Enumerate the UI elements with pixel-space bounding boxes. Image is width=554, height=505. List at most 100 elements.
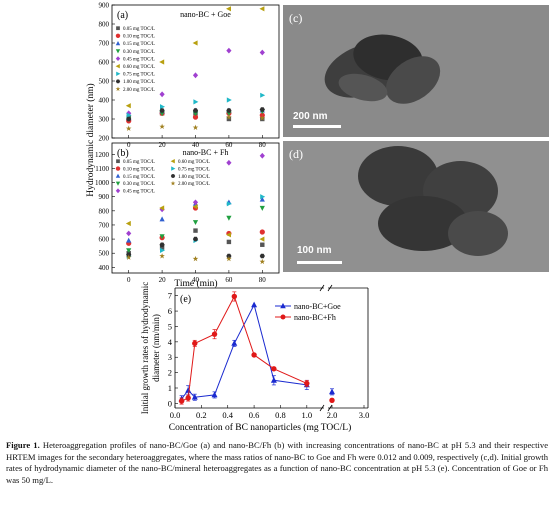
data-point-e bbox=[178, 398, 185, 404]
data-point-b bbox=[259, 253, 265, 259]
data-point-b bbox=[260, 242, 265, 247]
scale-label-d: 100 nm bbox=[297, 245, 332, 256]
data-point-e bbox=[231, 340, 238, 346]
data-point-b bbox=[159, 205, 165, 211]
data-point-e bbox=[231, 293, 238, 300]
x-tick-label-a: 40 bbox=[192, 141, 200, 149]
data-point-a bbox=[259, 107, 265, 112]
axis-break-mark-e bbox=[327, 404, 333, 412]
y-tick-label-a: 600 bbox=[99, 59, 110, 67]
data-point-b bbox=[192, 220, 199, 225]
legend-label-b: 1.00 mg TOC/L bbox=[178, 175, 210, 180]
y-tick-label-b: 700 bbox=[99, 221, 110, 229]
data-point-b bbox=[259, 152, 265, 159]
y-tick-label-b: 1100 bbox=[95, 165, 109, 173]
panel-letter-e: (e) bbox=[180, 294, 191, 305]
x-tick-label-e: 0.8 bbox=[275, 410, 286, 420]
data-point-e bbox=[251, 352, 257, 358]
data-point-a bbox=[226, 6, 231, 12]
data-point-b bbox=[192, 236, 199, 242]
legend-label-b: 0.15 mg TOC/L bbox=[123, 175, 155, 180]
legend-label-b: 0.10 mg TOC/L bbox=[123, 167, 155, 172]
panel-title-b: nano-BC + Fh bbox=[183, 148, 229, 157]
y-tick-label-e: 2 bbox=[168, 368, 172, 378]
legend-marker-a bbox=[116, 71, 121, 76]
legend-label-b: 0.30 mg TOC/L bbox=[123, 182, 155, 187]
data-point-b bbox=[126, 248, 132, 254]
data-point-a bbox=[192, 72, 199, 79]
data-point-b bbox=[125, 220, 131, 227]
data-point-b bbox=[160, 247, 165, 253]
data-point-b bbox=[159, 216, 165, 222]
x-tick-label-b: 80 bbox=[259, 276, 267, 284]
data-point-a bbox=[159, 108, 165, 113]
data-point-e bbox=[270, 377, 277, 383]
y-tick-label-a: 300 bbox=[99, 116, 110, 124]
legend-marker-b bbox=[115, 181, 121, 186]
data-point-e bbox=[329, 388, 335, 395]
data-point-b bbox=[159, 253, 165, 259]
y-tick-label-e: 3 bbox=[168, 352, 172, 362]
legend-label-a: 0.05 mg TOC/L bbox=[123, 27, 155, 32]
y-tick-label-a: 700 bbox=[99, 40, 110, 48]
legend-marker-a bbox=[115, 41, 121, 46]
y-tick-label-b: 400 bbox=[99, 264, 110, 272]
data-point-e bbox=[185, 395, 191, 401]
data-point-b bbox=[192, 199, 199, 206]
data-point-a bbox=[259, 6, 265, 12]
data-point-a bbox=[192, 40, 198, 46]
x-tick-label-e: 1.0 bbox=[302, 410, 313, 420]
legend-marker-b bbox=[115, 173, 121, 178]
y-tick-label-e: 6 bbox=[168, 306, 172, 316]
legend-marker-b bbox=[170, 180, 176, 186]
data-point-a bbox=[192, 114, 199, 120]
data-point-b bbox=[192, 255, 199, 262]
y-tick-label-e: 4 bbox=[168, 337, 173, 347]
legend-marker-b bbox=[116, 159, 120, 164]
scale-label-c: 200 nm bbox=[293, 111, 328, 122]
y-tick-label-b: 1200 bbox=[95, 151, 110, 159]
legend-marker-a bbox=[115, 56, 121, 61]
y-tick-label-e: 0 bbox=[168, 398, 172, 408]
data-point-b bbox=[226, 255, 232, 262]
data-point-a bbox=[159, 59, 165, 65]
data-point-b bbox=[226, 232, 231, 238]
x-tick-label-e: 0.6 bbox=[249, 410, 260, 420]
data-point-b bbox=[226, 159, 232, 166]
data-point-e bbox=[211, 391, 218, 398]
panel-title-a: nano-BC + Goe bbox=[180, 10, 231, 19]
data-point-b bbox=[226, 239, 232, 245]
legend-label-e: nano-BC+Fh bbox=[294, 313, 336, 322]
y-tick-label-b: 600 bbox=[99, 236, 110, 244]
data-point-b bbox=[126, 230, 132, 237]
axis-break-mark-e bbox=[319, 404, 325, 412]
y-tick-label-b: 800 bbox=[99, 207, 110, 215]
y-tick-label-e: 5 bbox=[168, 321, 172, 331]
growth-rate-chart-e: 0 1 2 3 4 5 6 7 0.0 0.2 0.4 0.6 0.8 1.0 2.0 3.0 (e) Initi… bbox=[140, 282, 369, 433]
x-tick-label-b: 0 bbox=[127, 276, 131, 284]
panel-d-letter: (d) bbox=[289, 147, 303, 161]
data-point-a bbox=[259, 115, 266, 121]
data-point-e bbox=[211, 331, 218, 337]
data-point-e bbox=[304, 380, 310, 387]
data-point-a bbox=[126, 116, 132, 122]
data-point-b bbox=[259, 236, 265, 242]
y-tick-label-a: 400 bbox=[99, 97, 110, 105]
x-tick-label-b: 40 bbox=[192, 276, 200, 284]
data-point-a bbox=[226, 47, 232, 54]
data-point-a bbox=[226, 108, 232, 113]
data-point-a bbox=[226, 116, 232, 122]
data-point-b bbox=[159, 245, 165, 250]
data-point-b bbox=[226, 215, 232, 221]
data-point-a bbox=[192, 124, 199, 130]
legend-marker-a bbox=[115, 79, 121, 84]
legend-label-b: 0.60 mg TOC/L bbox=[178, 160, 210, 165]
legend-label-b: 0.05 mg TOC/L bbox=[123, 160, 155, 165]
data-point-e bbox=[271, 366, 277, 372]
legend-marker-b bbox=[115, 166, 121, 171]
y-tick-label-e: 7 bbox=[168, 291, 172, 301]
x-axis-label-e: Concentration of BC nanoparticles (mg TO… bbox=[169, 422, 352, 433]
legend-marker-a bbox=[115, 86, 121, 91]
figure-caption: Figure 1. Heteroaggregation profiles of … bbox=[6, 440, 548, 486]
legend-label-b: 0.45 mg TOC/L bbox=[123, 190, 155, 195]
